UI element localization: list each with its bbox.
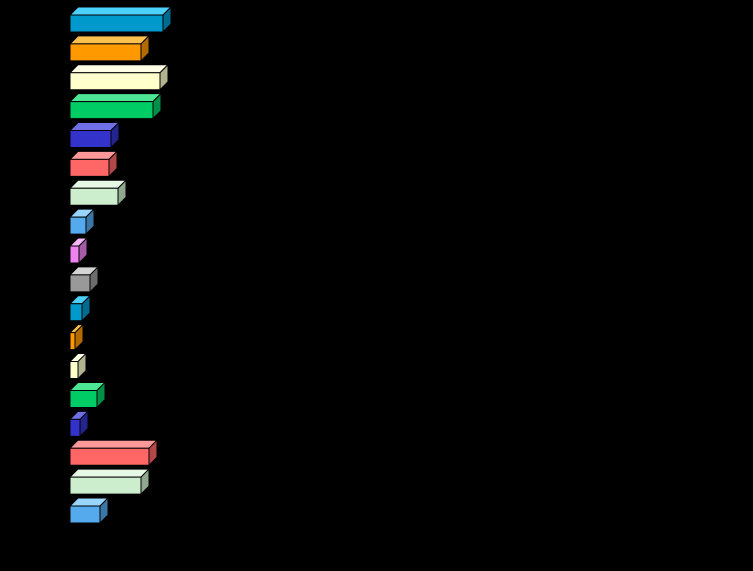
bar-front-face	[69, 14, 164, 33]
bar-front-face	[69, 158, 110, 177]
bar-18	[68, 496, 110, 525]
bar-10	[68, 265, 100, 294]
bar-front-face	[69, 505, 101, 524]
bar-front-face	[69, 130, 112, 149]
bar-top-face	[68, 35, 151, 45]
bar-2	[68, 34, 151, 63]
bar-front-face	[69, 447, 150, 466]
bar-top-face	[68, 439, 159, 449]
bar-8	[68, 207, 96, 236]
bar-front-face	[69, 101, 154, 120]
bar-top-face	[68, 64, 170, 74]
bar-16	[68, 438, 159, 467]
bar-15	[68, 410, 90, 438]
bar-top-face	[68, 6, 173, 16]
bar-5	[68, 121, 121, 149]
bar-top-face	[68, 468, 151, 478]
bar-4	[68, 92, 163, 120]
bar-front-face	[69, 389, 98, 408]
bar-front-face	[69, 476, 142, 495]
bar-3	[68, 63, 170, 91]
bar-13	[68, 352, 88, 380]
bar-front-face	[69, 303, 83, 322]
bar-front-face	[69, 43, 142, 62]
bar-1	[68, 5, 173, 34]
bar-front-face	[69, 418, 81, 437]
bar-6	[68, 150, 119, 178]
bar-top-face	[68, 93, 163, 103]
bar-front-face	[69, 361, 79, 380]
bar-front-face	[69, 245, 80, 264]
bar-17	[68, 467, 151, 496]
bar-front-face	[69, 187, 119, 206]
bar-9	[68, 236, 89, 265]
bar-front-face	[69, 216, 87, 235]
bar-14	[68, 381, 107, 409]
bar-front-face	[69, 274, 91, 293]
bar-top-face	[68, 179, 128, 189]
bar-front-face	[69, 332, 76, 351]
bar-7	[68, 179, 128, 207]
bar-12	[68, 323, 85, 351]
bar-front-face	[69, 72, 161, 91]
bar-11	[68, 294, 92, 323]
